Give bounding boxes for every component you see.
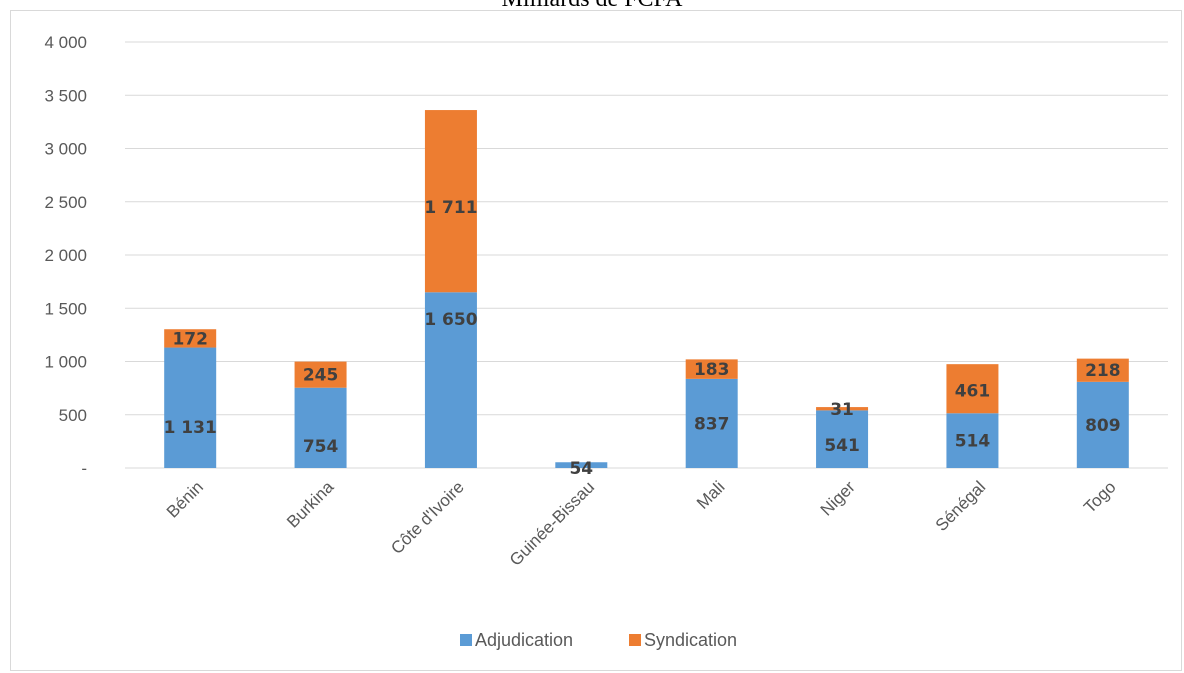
data-label: 218: [1085, 361, 1121, 381]
data-label: 31: [830, 400, 854, 420]
bar-syndication: [1076, 358, 1129, 382]
legend-swatch-syndication: [629, 634, 641, 646]
data-label: 1 131: [164, 418, 217, 438]
gridlines: [125, 41, 1168, 469]
bar-syndication: [164, 329, 217, 348]
legend-swatch-adjudication: [460, 634, 472, 646]
legend-label-syndication: Syndication: [644, 630, 737, 650]
bar-adjudication: [294, 387, 347, 468]
data-label: 754: [303, 437, 339, 457]
bar-syndication: [946, 364, 999, 414]
bar-adjudication: [685, 378, 738, 468]
bar-syndication: [294, 361, 347, 388]
data-label: 809: [1085, 416, 1121, 436]
y-axis-ticks: - 500 1 000 1 500 2 000 2 500 3 000 3 500 4 000: [44, 33, 87, 478]
bar-adjudication: [424, 292, 477, 468]
x-tick-label: Sénégal: [932, 477, 990, 535]
bar-syndication: [424, 110, 477, 293]
bar-syndication: [816, 407, 869, 411]
x-tick-label: Mali: [693, 477, 728, 512]
bar-syndication: [685, 359, 738, 379]
bar-adjudication: [1076, 381, 1129, 468]
data-labels: 1 131 172 754 245 1 650 1 711 54 837 183 541 31 514…: [164, 198, 1121, 479]
chart-frame: [10, 10, 1182, 671]
data-label: 1 711: [424, 198, 477, 218]
legend-label-adjudication: Adjudication: [475, 630, 573, 650]
bar-adjudication: [164, 347, 217, 468]
bars: [164, 110, 1129, 468]
y-tick-label: 3 000: [44, 140, 87, 159]
x-tick-label: Togo: [1080, 477, 1120, 517]
bar-adjudication: [816, 410, 869, 468]
data-label: 245: [303, 366, 339, 386]
y-tick-label: 1 500: [44, 299, 87, 318]
x-tick-label: Niger: [817, 477, 859, 519]
chart-title: Milliards de FCFA: [0, 0, 1184, 13]
data-label: 172: [172, 329, 208, 349]
y-tick-label: 1 000: [44, 353, 87, 372]
y-tick-label: 2 000: [44, 246, 87, 265]
x-tick-label: Bénin: [163, 477, 207, 521]
x-tick-label: Côte d'Ivoire: [387, 477, 468, 558]
y-tick-label: 500: [59, 406, 87, 425]
data-label: 54: [569, 459, 593, 479]
y-tick-label: -: [81, 459, 87, 478]
data-label: 541: [824, 436, 860, 456]
data-label: 183: [694, 360, 730, 380]
bar-adjudication: [555, 462, 608, 468]
y-tick-label: 2 500: [44, 193, 87, 212]
x-tick-label: Guinée-Bissau: [506, 477, 598, 569]
data-label: 837: [694, 414, 730, 434]
bar-adjudication: [946, 413, 999, 468]
y-tick-label: 3 500: [44, 86, 87, 105]
x-tick-label: Burkina: [283, 477, 338, 532]
data-label: 514: [955, 432, 991, 452]
legend: Adjudication Syndication: [460, 630, 737, 650]
data-label: 1 650: [424, 310, 477, 330]
x-axis-labels: Bénin Burkina Côte d'Ivoire Guinée-Bissau Ma…: [163, 477, 1120, 570]
data-label: 461: [955, 382, 991, 402]
y-tick-label: 4 000: [44, 33, 87, 52]
